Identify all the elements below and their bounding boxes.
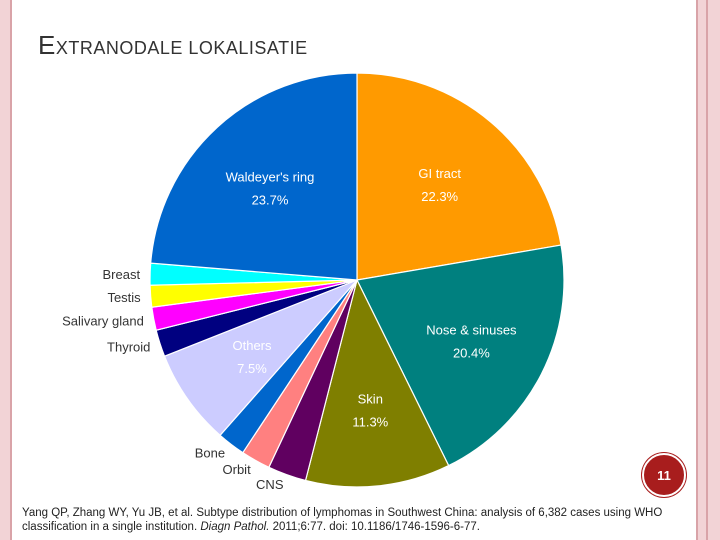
slice-label-gi-tract: GI tract bbox=[418, 166, 461, 181]
pie-slice-waldeyer-s-ring bbox=[150, 72, 358, 281]
pie-slice-gi-tract bbox=[356, 72, 562, 281]
slice-value-waldeyer-s-ring: 23.7% bbox=[252, 193, 289, 208]
slide-title-rest: XTRANODALE LOKALISATIE bbox=[55, 38, 308, 58]
slice-value-nose-sinuses: 20.4% bbox=[453, 345, 490, 360]
slide-title: EXTRANODALE LOKALISATIE bbox=[38, 30, 308, 61]
slice-label-salivary-gland: Salivary gland bbox=[62, 314, 144, 329]
page-number-badge: 11 bbox=[642, 453, 686, 497]
pie-slices bbox=[149, 72, 565, 488]
slice-label-waldeyer-s-ring: Waldeyer's ring bbox=[226, 170, 315, 185]
slice-label-skin: Skin bbox=[358, 392, 383, 407]
citation-details: 2011;6:77. doi: 10.1186/1746-1596-6-77. bbox=[269, 521, 480, 533]
slide-title-initial: E bbox=[38, 30, 56, 60]
slice-value-skin: 11.3% bbox=[352, 415, 388, 430]
pie-slice-others bbox=[163, 279, 358, 437]
slice-label-bone: Bone bbox=[195, 445, 225, 460]
slice-value-others: 7.5% bbox=[237, 361, 267, 376]
pie-slice-skin bbox=[304, 278, 450, 488]
slice-label-testis: Testis bbox=[107, 290, 141, 305]
pie-slice-nose-sinuses bbox=[356, 244, 565, 467]
slice-label-others: Others bbox=[232, 338, 272, 353]
slice-label-orbit: Orbit bbox=[223, 462, 252, 477]
pie-labels: GI tract 22.3% Nose & sinuses 20.4% Skin 11.3… bbox=[62, 166, 517, 492]
slice-value-gi-tract: 22.3% bbox=[421, 189, 458, 204]
slice-label-cns: CNS bbox=[256, 477, 284, 492]
slice-label-breast: Breast bbox=[103, 267, 141, 282]
slice-label-nose-sinuses: Nose & sinuses bbox=[426, 322, 517, 337]
frame-line bbox=[706, 0, 708, 540]
slice-label-thyroid: Thyroid bbox=[107, 339, 150, 354]
right-frame-bar bbox=[696, 0, 720, 540]
citation: Yang QP, Zhang WY, Yu JB, et al. Subtype… bbox=[22, 506, 682, 534]
citation-journal: Diagn Pathol. bbox=[200, 521, 270, 533]
frame-line bbox=[696, 0, 698, 540]
left-frame-bar bbox=[0, 0, 12, 540]
citation-authors-title: Yang QP, Zhang WY, Yu JB, et al. Subtype… bbox=[22, 507, 663, 533]
